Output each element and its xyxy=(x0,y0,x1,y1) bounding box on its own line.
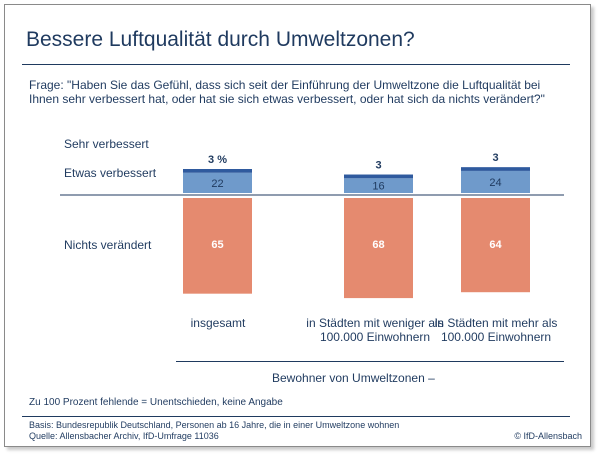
chart-title: Bessere Luftqualität durch Umweltzonen? xyxy=(26,28,415,51)
data-label-nichts-veraendert-2: 64 xyxy=(489,239,502,251)
basis-text: Basis: Bundesrepublik Deutschland, Perso… xyxy=(29,420,400,430)
survey-question: Frage: "Haben Sie das Gefühl, dass sich … xyxy=(29,78,545,106)
group-label: Bewohner von Umweltzonen – xyxy=(272,371,435,385)
data-label-sehr-verbessert-1: 3 xyxy=(375,160,381,172)
bar-nichts-veraendert-0 xyxy=(183,198,252,294)
data-label-nichts-veraendert-0: 65 xyxy=(211,239,223,251)
category-label-insgesamt: insgesamt xyxy=(190,316,246,330)
footnote: Zu 100 Prozent fehlende = Unentschieden,… xyxy=(29,397,283,408)
bar-etwas-verbessert-2 xyxy=(461,170,530,193)
category-label-small-cities: in Städten mit weniger als 100.000 Einwo… xyxy=(306,316,444,344)
category-label-large-cities: in Städten mit mehr als 100.000 Einwohne… xyxy=(434,316,558,344)
legend-etwas-verbessert: Etwas verbessert xyxy=(64,166,157,180)
bar-etwas-verbessert-0 xyxy=(183,172,252,193)
data-label-nichts-veraendert-1: 68 xyxy=(372,239,384,251)
data-label-sehr-verbessert-2: 3 xyxy=(492,152,498,164)
source-text: Quelle: Allensbacher Archiv, IfD-Umfrage… xyxy=(29,431,219,441)
data-label-etwas-verbessert-0: 22 xyxy=(211,178,223,190)
title-divider xyxy=(22,64,570,65)
data-label-etwas-verbessert-1: 16 xyxy=(372,181,384,193)
data-label-etwas-verbessert-2: 24 xyxy=(489,177,501,189)
bar-sehr-verbessert-0 xyxy=(183,169,252,173)
bar-sehr-verbessert-2 xyxy=(461,167,530,171)
legend-nichts-veraendert: Nichts verändert xyxy=(64,238,152,252)
data-label-sehr-verbessert-0: 3 % xyxy=(208,154,227,166)
footer-divider xyxy=(22,416,570,417)
bar-etwas-verbessert-1 xyxy=(344,178,413,193)
bar-nichts-veraendert-1 xyxy=(344,198,413,299)
bar-nichts-veraendert-2 xyxy=(461,198,530,293)
legend-sehr-verbessert: Sehr verbessert xyxy=(64,137,149,151)
bar-sehr-verbessert-1 xyxy=(344,174,413,179)
copyright: © IfD-Allensbach xyxy=(514,431,582,441)
group-divider xyxy=(176,361,564,362)
